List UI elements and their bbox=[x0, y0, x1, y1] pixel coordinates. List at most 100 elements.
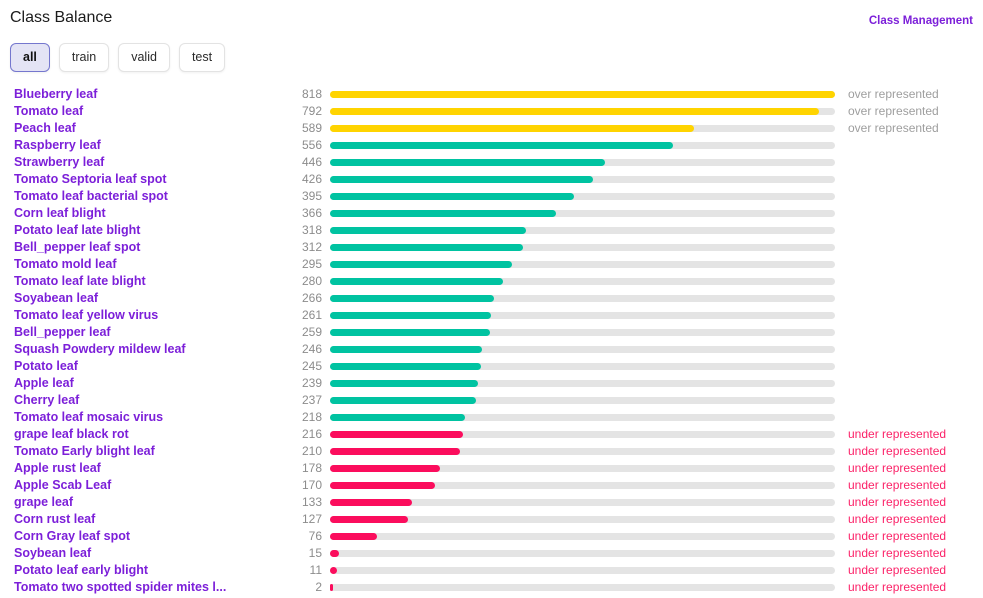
class-name-link[interactable]: Soybean leaf bbox=[14, 546, 92, 560]
class-count: 280 bbox=[301, 274, 322, 288]
bar-fill bbox=[330, 498, 413, 506]
bar-fill bbox=[330, 362, 482, 370]
class-name-link[interactable]: Apple leaf bbox=[14, 376, 74, 390]
status-label: under represented bbox=[848, 461, 947, 475]
tab-all[interactable]: all bbox=[10, 43, 50, 72]
class-name-link[interactable]: grape leaf black rot bbox=[14, 427, 129, 441]
class-name-link[interactable]: Potato leaf bbox=[14, 359, 78, 373]
class-count: 218 bbox=[301, 410, 322, 424]
class-row: Potato leaf early blight 11 under repres… bbox=[0, 562, 983, 579]
bar-fill bbox=[330, 447, 460, 455]
class-row: Soyabean leaf 266 bbox=[0, 290, 983, 307]
bar-track bbox=[330, 362, 835, 370]
class-name-link[interactable]: Strawberry leaf bbox=[14, 155, 105, 169]
bar-track bbox=[330, 260, 835, 268]
bar-fill bbox=[330, 175, 593, 183]
bar-fill bbox=[330, 311, 492, 319]
class-count: 210 bbox=[301, 444, 322, 458]
class-name-link[interactable]: Potato leaf early blight bbox=[14, 563, 149, 577]
class-count: 318 bbox=[301, 223, 322, 237]
bar-track bbox=[330, 158, 835, 166]
status-label: under represented bbox=[848, 444, 947, 458]
class-name-link[interactable]: Tomato leaf late blight bbox=[14, 274, 146, 288]
class-count: 818 bbox=[301, 87, 322, 101]
bar-track bbox=[330, 311, 835, 319]
bar-track bbox=[330, 379, 835, 387]
class-name-link[interactable]: Peach leaf bbox=[14, 121, 76, 135]
class-count: 266 bbox=[301, 291, 322, 305]
bar-fill bbox=[330, 277, 503, 285]
class-name-link[interactable]: Potato leaf late blight bbox=[14, 223, 141, 237]
class-name-link[interactable]: grape leaf bbox=[14, 495, 74, 509]
bar-track bbox=[330, 481, 835, 489]
class-name-link[interactable]: Bell_pepper leaf spot bbox=[14, 240, 141, 254]
class-name-link[interactable]: Soyabean leaf bbox=[14, 291, 99, 305]
status-label: over represented bbox=[848, 87, 939, 101]
bar-track bbox=[330, 583, 835, 591]
status-label: under represented bbox=[848, 478, 947, 492]
class-name-link[interactable]: Tomato leaf bacterial spot bbox=[14, 189, 168, 203]
status-label: under represented bbox=[848, 546, 947, 560]
class-name-link[interactable]: Tomato leaf mosaic virus bbox=[14, 410, 164, 424]
bar-track bbox=[330, 141, 835, 149]
class-row: grape leaf 133 under represented bbox=[0, 494, 983, 511]
class-row: Tomato leaf mosaic virus 218 bbox=[0, 409, 983, 426]
class-name-link[interactable]: Cherry leaf bbox=[14, 393, 80, 407]
class-row: grape leaf black rot 216 under represent… bbox=[0, 426, 983, 443]
class-name-link[interactable]: Raspberry leaf bbox=[14, 138, 101, 152]
class-name-link[interactable]: Apple rust leaf bbox=[14, 461, 101, 475]
class-name-link[interactable]: Blueberry leaf bbox=[14, 87, 98, 101]
bar-track bbox=[330, 175, 835, 183]
tab-valid[interactable]: valid bbox=[118, 43, 170, 72]
class-count: 216 bbox=[301, 427, 322, 441]
class-management-link[interactable]: Class Management bbox=[868, 15, 973, 27]
class-row: Potato leaf 245 bbox=[0, 358, 983, 375]
class-row: Tomato Septoria leaf spot 426 bbox=[0, 171, 983, 188]
class-row: Raspberry leaf 556 bbox=[0, 137, 983, 154]
class-row: Strawberry leaf 446 bbox=[0, 154, 983, 171]
bar-fill bbox=[330, 464, 440, 472]
class-name-link[interactable]: Tomato leaf bbox=[14, 104, 84, 118]
bar-track bbox=[330, 209, 835, 217]
class-name-link[interactable]: Tomato Early blight leaf bbox=[14, 444, 155, 458]
class-name-link[interactable]: Tomato leaf yellow virus bbox=[14, 308, 159, 322]
bar-track bbox=[330, 243, 835, 251]
status-label: under represented bbox=[848, 427, 947, 441]
page-title: Class Balance bbox=[10, 9, 113, 26]
class-name-link[interactable]: Squash Powdery mildew leaf bbox=[14, 342, 186, 356]
class-count: 76 bbox=[308, 529, 322, 543]
class-row: Soybean leaf 15 under represented bbox=[0, 545, 983, 562]
class-count: 11 bbox=[309, 563, 322, 577]
class-row: Corn Gray leaf spot 76 under represented bbox=[0, 528, 983, 545]
class-count: 261 bbox=[301, 308, 322, 322]
class-name-link[interactable]: Tomato Septoria leaf spot bbox=[14, 172, 167, 186]
class-name-link[interactable]: Corn Gray leaf spot bbox=[14, 529, 130, 543]
tab-train[interactable]: train bbox=[58, 43, 110, 72]
class-count: 312 bbox=[301, 240, 322, 254]
class-count: 366 bbox=[301, 206, 322, 220]
class-count: 295 bbox=[301, 257, 322, 271]
bar-track bbox=[330, 345, 835, 353]
class-name-link[interactable]: Tomato two spotted spider mites l... bbox=[14, 580, 227, 594]
class-row: Blueberry leaf 818 over represented bbox=[0, 86, 983, 103]
status-label: over represented bbox=[848, 104, 939, 118]
class-count: 2 bbox=[315, 580, 322, 594]
class-name-link[interactable]: Corn rust leaf bbox=[14, 512, 96, 526]
status-label: under represented bbox=[848, 512, 947, 526]
class-count: 246 bbox=[301, 342, 322, 356]
class-name-link[interactable]: Corn leaf blight bbox=[14, 206, 106, 220]
class-count: 589 bbox=[301, 121, 322, 135]
class-name-link[interactable]: Tomato mold leaf bbox=[14, 257, 117, 271]
bar-track bbox=[330, 430, 835, 438]
bar-fill bbox=[330, 243, 523, 251]
tab-test[interactable]: test bbox=[178, 43, 226, 72]
class-count: 15 bbox=[308, 546, 322, 560]
bar-fill bbox=[330, 90, 835, 98]
class-name-link[interactable]: Bell_pepper leaf bbox=[14, 325, 111, 339]
bar-fill bbox=[330, 481, 435, 489]
class-name-link[interactable]: Apple Scab Leaf bbox=[14, 478, 112, 492]
bar-track bbox=[330, 192, 835, 200]
class-count: 792 bbox=[301, 104, 322, 118]
bar-fill bbox=[330, 583, 333, 591]
